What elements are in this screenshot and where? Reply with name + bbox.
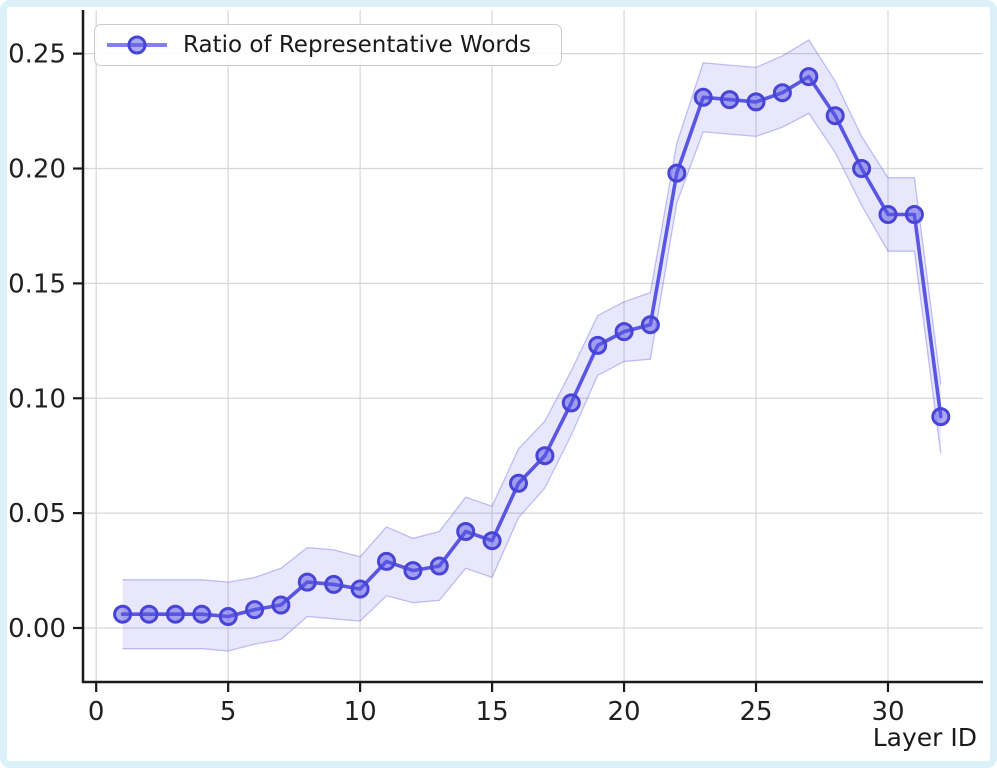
data-point-marker — [218, 607, 238, 626]
data-point-marker — [640, 315, 660, 335]
confidence-band — [122, 39, 941, 651]
y-tick-label: 0.15 — [8, 269, 66, 299]
legend-label: Ratio of Representative Words — [183, 31, 532, 58]
data-point-marker — [614, 322, 634, 342]
data-point-marker — [429, 556, 449, 576]
data-point-marker — [403, 561, 423, 581]
data-point-marker — [245, 600, 265, 620]
x-tick-label: 25 — [739, 697, 772, 727]
data-point-marker — [588, 335, 608, 355]
data-point-marker — [324, 574, 344, 594]
y-tick-label: 0.25 — [8, 40, 66, 70]
data-point-marker — [482, 531, 502, 551]
y-tick-label: 0.20 — [8, 155, 66, 185]
legend: Ratio of Representative Words — [94, 24, 562, 66]
data-point-marker — [746, 92, 766, 112]
data-point-marker — [878, 205, 898, 224]
x-tick-label: 15 — [476, 697, 509, 727]
x-axis-label: Layer ID — [872, 723, 977, 752]
data-point-marker — [772, 83, 792, 103]
y-tick-label: 0.10 — [8, 384, 66, 414]
x-tick-label: 5 — [220, 697, 237, 727]
data-point-marker — [271, 595, 291, 615]
data-point-marker — [297, 572, 317, 592]
y-tick-label: 0.00 — [8, 614, 66, 644]
data-point-marker — [852, 159, 872, 178]
series-line — [120, 74, 943, 619]
data-point-marker — [456, 522, 476, 541]
data-point-marker — [561, 393, 581, 413]
x-tick-label: 0 — [88, 697, 105, 727]
data-point-marker — [904, 205, 924, 224]
data-point-marker — [931, 407, 951, 427]
data-point-marker — [350, 579, 370, 599]
data-point-marker — [825, 106, 845, 126]
y-tick-label: 0.05 — [8, 499, 66, 529]
x-tick-label: 10 — [344, 697, 377, 727]
data-point-marker — [693, 87, 713, 107]
x-tick-label: 20 — [608, 697, 641, 727]
x-tick-label: 30 — [871, 697, 904, 727]
confidence-band-lower-edge — [122, 112, 942, 652]
data-point-marker — [509, 473, 528, 493]
data-point-marker — [667, 163, 687, 183]
data-point-marker — [139, 604, 159, 624]
confidence-band-upper-edge — [122, 39, 942, 583]
data-point-marker — [113, 604, 133, 624]
data-point-marker — [377, 551, 396, 571]
data-point-marker — [720, 90, 740, 110]
data-point-marker — [799, 67, 819, 87]
legend-line-marker-icon — [107, 35, 167, 55]
data-point-marker — [192, 604, 212, 624]
data-point-marker — [535, 446, 555, 466]
data-point-marker — [165, 604, 185, 624]
